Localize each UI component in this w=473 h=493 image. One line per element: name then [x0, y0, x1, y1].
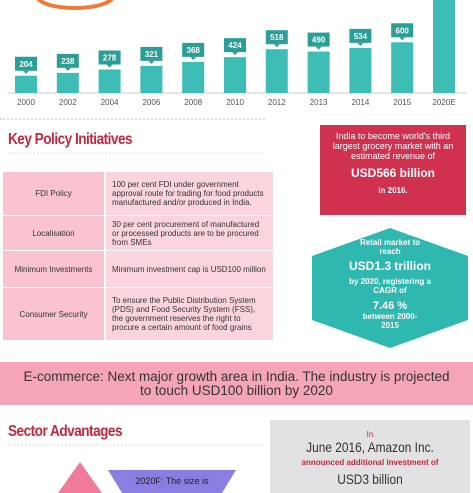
bar: [182, 61, 205, 93]
data-label-box: [56, 53, 79, 68]
bar: [56, 72, 79, 93]
triangle: [58, 462, 102, 493]
x-tick-label: 2000: [17, 98, 35, 107]
data-label: 368: [187, 46, 201, 55]
x-tick-label: 2008: [184, 98, 202, 107]
data-label-pointer: [399, 37, 406, 41]
amazon-in: In: [366, 430, 374, 439]
x-tick-label: 2015: [393, 98, 411, 107]
retail-cagr: 7.46 %: [372, 300, 408, 312]
chart: 2000 204 2002 238 2004 278 2006 321 2008 368 2010 4…: [8, 0, 466, 107]
x-tick-label: 2014: [352, 98, 370, 107]
banner: E-commerce: Next major growth area in In…: [0, 362, 473, 405]
data-label-box: [182, 42, 205, 57]
data-label-pointer: [357, 42, 364, 46]
x-tick-label: 2010: [226, 98, 244, 107]
grocery-text: India to become world's third largest gr…: [332, 131, 454, 161]
amazon-date: June 2016, Amazon Inc.: [306, 439, 434, 455]
data-label: 518: [270, 33, 284, 42]
data-label: 424: [228, 41, 242, 50]
data-label: 238: [61, 57, 75, 66]
x-tick-label: 2013: [310, 98, 328, 107]
x-tick-label: 2012: [268, 98, 286, 107]
policy-detail: Minimum investment cap is USD100 million: [106, 251, 273, 287]
data-label: 534: [354, 32, 368, 41]
retail-text: Retail market to reach: [359, 238, 421, 256]
data-label-box: [307, 32, 330, 47]
bar: [349, 47, 372, 93]
grocery-year: in 2016.: [378, 186, 408, 195]
bar: [98, 69, 121, 93]
data-label-pointer: [273, 44, 280, 48]
bar: [307, 51, 330, 93]
section-title: Sector Advantages: [8, 423, 123, 440]
data-label-pointer: [232, 52, 238, 56]
data-label: 278: [103, 53, 117, 62]
data-label-pointer: [23, 70, 29, 74]
shapes: [58, 462, 236, 493]
retail-text-block: Retail market to reach USD1.3 trillion b…: [330, 238, 450, 330]
bar: [224, 57, 246, 93]
data-label-box: [15, 56, 37, 71]
section-title: Key Policy Initiatives: [8, 131, 133, 148]
x-tick-label: 2006: [143, 98, 161, 107]
policy-detail: To ensure the Public Distribution System…: [106, 288, 273, 340]
bar: [391, 42, 414, 93]
bar: [265, 49, 288, 93]
x-tick-label: 2004: [101, 98, 119, 107]
decor-ellipse: [36, 0, 114, 10]
x-tick-label: 2020E: [432, 98, 455, 107]
bar: [15, 75, 37, 93]
separator: [8, 444, 263, 446]
amazon-box: In June 2016, Amazon Inc. announced addi…: [270, 420, 470, 493]
policy-name: Minimum Investments: [3, 251, 104, 287]
bar: [433, 0, 455, 93]
data-label: 600: [396, 26, 410, 35]
data-label-pointer: [190, 56, 197, 60]
amazon-text: announced additional investment of: [301, 458, 439, 467]
grocery-amount: USD566 billion: [350, 166, 436, 180]
data-label: 321: [145, 50, 159, 59]
shape-text: 2020F: The size is: [135, 476, 209, 486]
data-label-pointer: [64, 67, 71, 71]
data-label-pointer: [315, 46, 322, 50]
retail-text2: by 2020, registering a CAGR of: [349, 277, 431, 295]
data-label-pointer: [106, 64, 113, 68]
parallelogram: [108, 470, 236, 493]
policy-detail: 30 per cent procurement of manufactured …: [106, 216, 273, 250]
data-label-box: [265, 30, 288, 45]
data-label-box: [391, 23, 414, 38]
grocery-box: India to become world's third largest gr…: [320, 125, 466, 215]
policy-name: Localisation: [3, 216, 104, 250]
hexagon-shape: [312, 228, 468, 348]
data-label: 490: [312, 36, 326, 45]
policy-name: Consumer Security: [3, 288, 104, 340]
retail-amount: USD1.3 trillion: [348, 259, 431, 273]
separator: [8, 152, 263, 154]
amazon-amount: USD3 billion: [337, 471, 403, 487]
bar: [140, 65, 163, 93]
data-label-box: [98, 50, 121, 65]
policy-detail: 100 per cent FDI under government approv…: [106, 172, 273, 215]
x-tick-label: 2002: [59, 98, 77, 107]
data-label: 204: [19, 60, 33, 69]
policy-name: FDI Policy: [3, 172, 104, 215]
retail-period: between 2000-2015: [362, 312, 418, 330]
separator: [0, 118, 265, 120]
data-label-pointer: [148, 60, 155, 64]
data-label-box: [224, 38, 246, 53]
data-label-box: [349, 28, 372, 43]
hexagon: [312, 228, 468, 348]
data-label-box: [140, 46, 163, 61]
